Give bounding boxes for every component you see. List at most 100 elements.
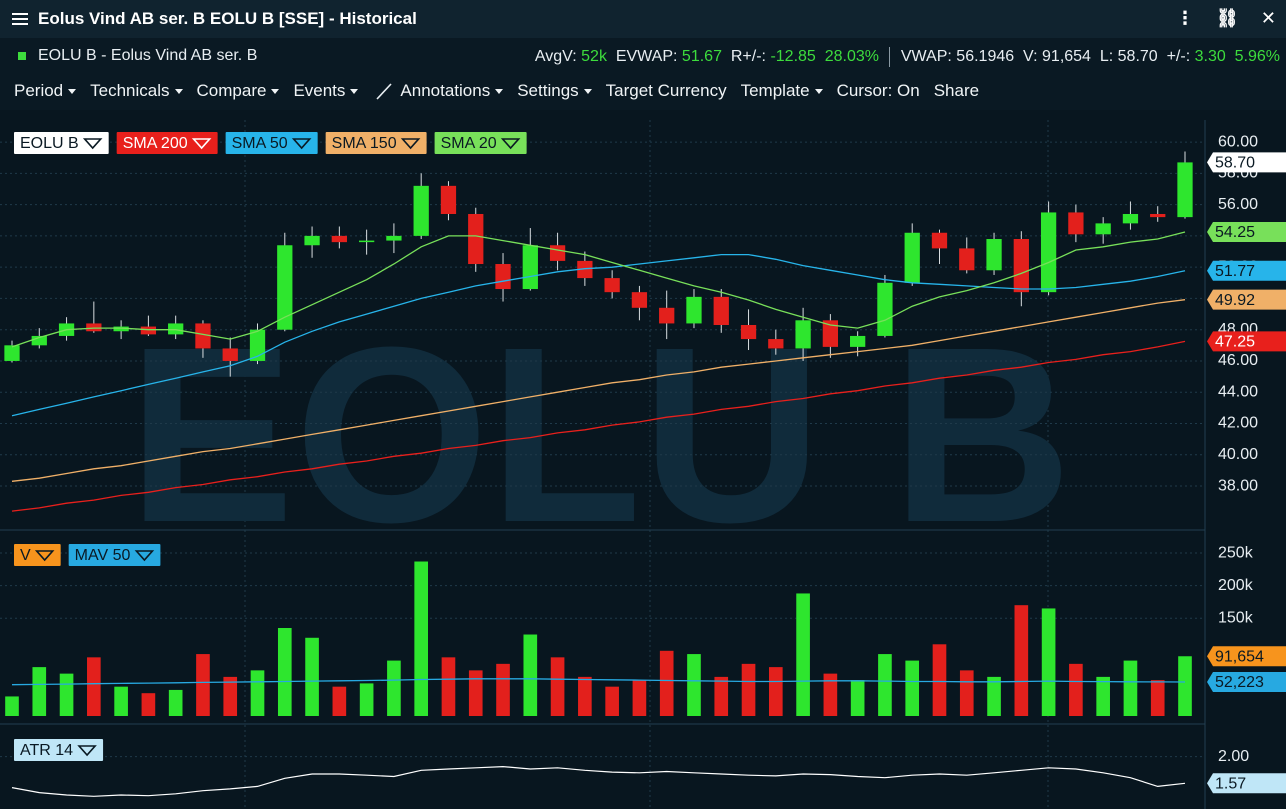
last-value-label: 1.57 xyxy=(1215,776,1246,793)
legend-chip-bg xyxy=(116,132,218,154)
volume-bar xyxy=(1123,660,1138,716)
volume-bar xyxy=(332,686,347,716)
volume-bar xyxy=(1178,656,1192,716)
candle-body xyxy=(604,278,620,293)
legend-dropdown xyxy=(77,745,97,757)
stats: AvgV: 52k EVWAP: 51.67 R+/-: -12.85 28.0… xyxy=(535,47,1280,67)
candle-body xyxy=(850,335,866,347)
more-icon[interactable]: ⋮ xyxy=(1176,8,1195,28)
menu-item[interactable]: Cursor: On xyxy=(836,81,920,100)
legend-chip-bg xyxy=(68,544,161,566)
legend-dropdown xyxy=(134,550,155,562)
candle-body xyxy=(113,326,129,332)
candle-body xyxy=(795,320,811,349)
stat-label: +/-: xyxy=(1166,48,1191,66)
stat-label: V: xyxy=(1023,48,1038,66)
candle-body xyxy=(631,292,648,308)
candle-body xyxy=(168,323,184,335)
menu-item[interactable]: Events xyxy=(293,81,358,101)
menu-item[interactable]: Technicals xyxy=(90,81,182,101)
menu-item[interactable]: Target Currency xyxy=(605,81,727,100)
volume-bar xyxy=(714,676,729,716)
last-value-label: 51.77 xyxy=(1215,263,1255,280)
y-tick-label: 250k xyxy=(1218,544,1254,561)
legend-dropdown xyxy=(82,138,103,150)
last-value-tag xyxy=(1207,671,1286,692)
unlink-icon[interactable]: ⛓ xyxy=(1216,8,1239,28)
volume-bar xyxy=(741,663,756,716)
stat-label: R+/-: xyxy=(730,48,766,66)
candle-body xyxy=(713,296,729,325)
y-tick-label: 40.00 xyxy=(1218,446,1258,463)
volume-bar xyxy=(5,696,19,716)
volume-bar xyxy=(1041,608,1056,716)
volume-bar xyxy=(959,670,974,716)
legend-dropdown xyxy=(34,550,55,562)
ma-line xyxy=(11,299,1186,482)
volume-bar xyxy=(468,670,483,716)
menu-item[interactable]: Settings xyxy=(517,81,591,101)
pencil-icon xyxy=(376,83,393,100)
volume-bar xyxy=(277,628,292,716)
legend-dropdown xyxy=(500,138,521,150)
candle-body xyxy=(277,245,293,330)
y-tick-label: 60.00 xyxy=(1218,133,1258,150)
ma-line xyxy=(11,340,1186,512)
candle-body xyxy=(931,232,948,249)
close-icon[interactable]: ✕ xyxy=(1260,8,1276,28)
last-value-tag xyxy=(1207,331,1286,352)
volume-bar xyxy=(387,660,401,716)
volume-bar xyxy=(141,693,156,716)
last-value-tag xyxy=(1207,260,1286,281)
last-value-tag xyxy=(1207,646,1286,667)
volume-bar xyxy=(605,686,619,716)
legend-chip[interactable]: SMA 20 xyxy=(434,132,527,154)
legend-chip[interactable]: MAV 50 xyxy=(68,544,161,566)
volume-bar xyxy=(1069,663,1083,716)
stat-value: 51.67 xyxy=(681,48,722,66)
volume-bar xyxy=(932,644,947,716)
volume-bar xyxy=(578,676,592,716)
legend-chip[interactable]: SMA 200 xyxy=(116,132,218,154)
window-title: Eolus Vind AB ser. B EOLU B [SSE] - Hist… xyxy=(38,9,417,28)
candle-body xyxy=(877,282,893,336)
legend-dropdown xyxy=(291,138,312,150)
volume-bar xyxy=(114,686,128,716)
y-tick-label: 56.00 xyxy=(1218,196,1258,213)
candle-body xyxy=(1095,223,1111,235)
candle-body xyxy=(86,323,102,332)
volume-bar xyxy=(796,593,810,716)
menu-item[interactable]: Share xyxy=(933,81,980,100)
legend-chip[interactable]: ATR 14 xyxy=(14,739,104,761)
last-value-label: 52,223 xyxy=(1215,674,1264,691)
menu-item[interactable]: Annotations xyxy=(400,81,503,101)
legend-chip[interactable]: SMA 150 xyxy=(325,132,427,154)
candle-body xyxy=(549,245,566,261)
legend-label: SMA 20 xyxy=(441,135,497,152)
last-value-label: 54.25 xyxy=(1215,224,1255,241)
legend-chip[interactable]: EOLU B xyxy=(14,132,109,154)
stat-value: 52k xyxy=(581,48,607,66)
volume-bar xyxy=(823,673,838,716)
legend-chip[interactable]: V xyxy=(14,544,61,566)
candle-body xyxy=(195,323,211,349)
legend-label: SMA 50 xyxy=(232,135,288,152)
candle-body xyxy=(468,213,484,265)
menu-item[interactable]: Compare xyxy=(197,81,280,101)
candle-body xyxy=(768,339,784,349)
candle-body xyxy=(4,345,20,361)
stat-label: EVWAP: xyxy=(615,48,678,66)
watermark: EOLU B xyxy=(128,295,1072,574)
ma-line xyxy=(11,253,1186,417)
legend-chip-bg xyxy=(14,132,109,154)
menu-item[interactable]: Template xyxy=(741,81,823,101)
legend-label: SMA 150 xyxy=(332,135,397,152)
legend-chip[interactable]: SMA 50 xyxy=(225,132,318,154)
volume-bar xyxy=(414,561,429,716)
candle-body xyxy=(140,326,157,335)
volume-bar xyxy=(87,657,101,716)
menu-icon[interactable] xyxy=(12,10,28,28)
y-tick-label: 150k xyxy=(1218,609,1254,626)
menu-item[interactable]: Period xyxy=(14,81,76,101)
separator xyxy=(889,47,891,67)
